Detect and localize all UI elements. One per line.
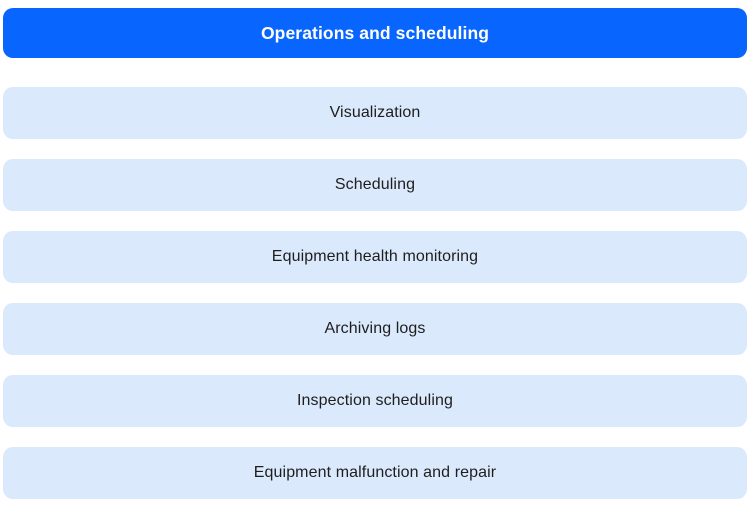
subcategory-list: Visualization Scheduling Equipment healt…: [3, 87, 747, 499]
subcategory-item[interactable]: Archiving logs: [3, 303, 747, 355]
category-header-label: Operations and scheduling: [260, 22, 490, 43]
subcategory-item[interactable]: Scheduling: [3, 159, 747, 211]
category-header[interactable]: Operations and scheduling: [3, 8, 747, 58]
subcategory-item-label: Scheduling: [334, 176, 416, 193]
menu-panel: Operations and scheduling Visualization …: [3, 8, 747, 499]
subcategory-item-label: Equipment health monitoring: [271, 248, 479, 265]
subcategory-item[interactable]: Equipment health monitoring: [3, 231, 747, 283]
subcategory-item[interactable]: Equipment malfunction and repair: [3, 447, 747, 499]
subcategory-item-label: Archiving logs: [324, 320, 426, 337]
subcategory-item[interactable]: Inspection scheduling: [3, 375, 747, 427]
subcategory-item-label: Equipment malfunction and repair: [253, 464, 497, 481]
subcategory-item[interactable]: Visualization: [3, 87, 747, 139]
subcategory-item-label: Inspection scheduling: [297, 392, 453, 409]
subcategory-item-label: Visualization: [329, 104, 421, 121]
